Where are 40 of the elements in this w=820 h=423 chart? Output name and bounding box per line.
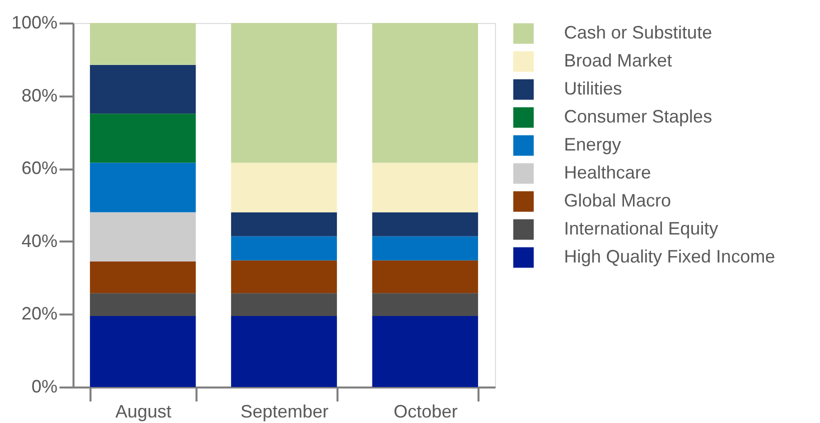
legend-label: High Quality Fixed Income	[564, 246, 776, 266]
legend-label: Broad Market	[564, 50, 672, 70]
bar	[372, 162, 478, 212]
legend-label: Energy	[564, 134, 622, 154]
bar	[90, 293, 196, 316]
bar	[372, 260, 478, 294]
bar	[231, 162, 337, 212]
y-tick-label: 40%	[21, 230, 58, 251]
x-tick-label: October	[394, 402, 458, 422]
bar	[231, 293, 337, 316]
x-tick-label: September	[240, 402, 329, 422]
legend-label: Utilities	[564, 78, 622, 98]
y-tick-label: 0%	[31, 376, 58, 396]
bar	[231, 260, 337, 294]
y-tick-label: 100%	[11, 12, 58, 32]
y-tick-label: 60%	[21, 158, 58, 178]
bar	[90, 114, 196, 163]
bar	[372, 293, 478, 316]
bar	[231, 212, 337, 236]
bar	[231, 236, 337, 260]
legend-label: Cash or Substitute	[564, 22, 712, 42]
bar	[90, 64, 196, 114]
bar	[372, 23, 478, 163]
legend-label: Global Macro	[564, 190, 672, 210]
bar	[90, 212, 196, 262]
bar	[90, 162, 196, 212]
y-tick-label: 20%	[21, 304, 58, 324]
legend-label: Healthcare	[564, 162, 652, 182]
bar	[231, 316, 337, 387]
bar	[231, 23, 337, 163]
y-tick-label: 80%	[21, 85, 58, 106]
legend-label: Consumer Staples	[564, 106, 712, 126]
legend-label: International Equity	[564, 218, 718, 238]
bar	[372, 236, 478, 260]
bar	[90, 23, 196, 65]
bar	[90, 316, 196, 387]
x-tick-label: August	[115, 402, 172, 422]
bar	[90, 261, 196, 294]
bar	[372, 316, 478, 387]
bar	[372, 212, 478, 236]
